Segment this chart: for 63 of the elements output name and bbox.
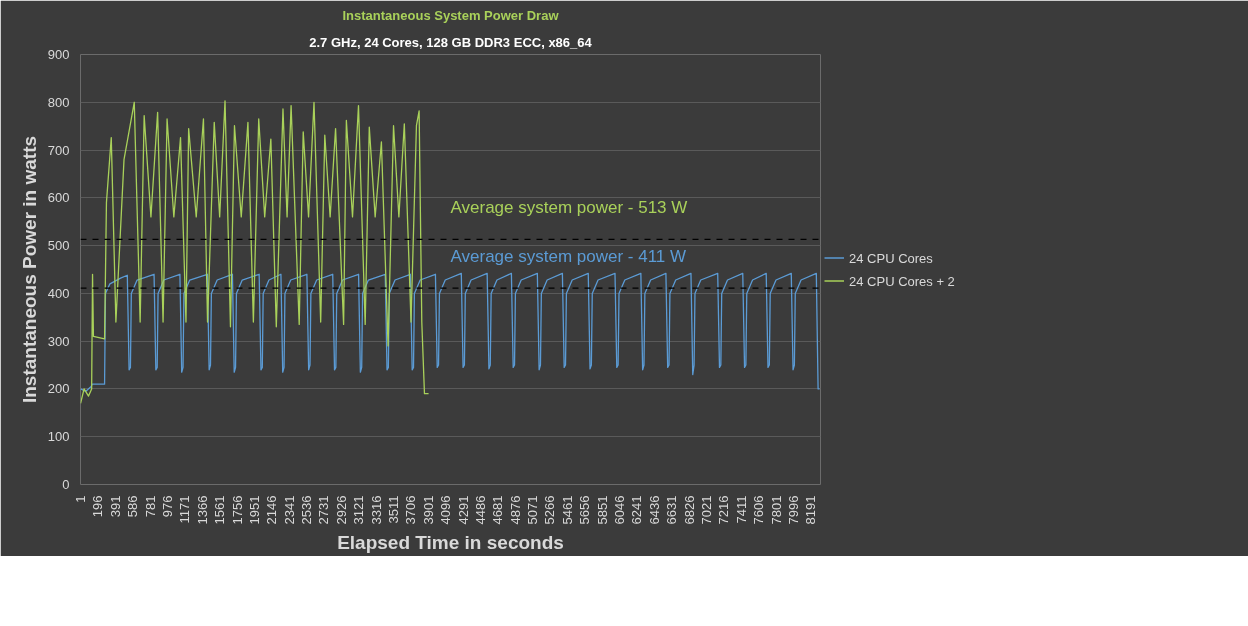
x-tick-label: 3706	[403, 495, 419, 525]
x-tick-label: 976	[160, 495, 176, 518]
x-tick-label: 5266	[542, 495, 558, 525]
y-tick-label: 100	[47, 429, 70, 445]
x-tick-label: 6241	[629, 495, 645, 525]
x-tick-label: 2731	[316, 495, 332, 525]
x-tick-label: 3316	[368, 495, 384, 525]
x-tick-label: 2146	[264, 495, 280, 525]
x-axis-title: Elapsed Time in seconds	[337, 532, 564, 554]
y-tick-label: 500	[47, 238, 70, 254]
x-tick-label: 4681	[490, 495, 506, 525]
ref-line-label: Average system power - 411 W	[450, 247, 687, 267]
x-tick-label: 7411	[733, 495, 749, 524]
x-tick-label: 1951	[246, 495, 262, 525]
line-series	[80, 100, 430, 404]
x-tick-label: 5461	[559, 495, 575, 525]
x-tick-label: 781	[142, 495, 158, 518]
x-tick-label: 1561	[212, 495, 228, 525]
y-tick-label: 200	[47, 381, 70, 397]
x-tick-label: 391	[107, 495, 123, 518]
y-tick-label: 0	[62, 477, 70, 492]
x-tick-label: 1366	[194, 495, 210, 525]
x-tick-label: 5851	[594, 495, 610, 525]
y-tick-label: 400	[47, 285, 70, 301]
x-tick-label: 6826	[681, 495, 697, 525]
y-axis-title: Instantaneous Power in watts	[18, 135, 40, 404]
x-tick-label: 1	[73, 495, 89, 503]
x-tick-label: 6046	[612, 495, 628, 525]
x-tick-label: 4096	[438, 495, 454, 525]
x-tick-label: 4291	[455, 495, 471, 525]
legend-label: 24 CPU Cores + 2	[849, 273, 955, 288]
line-series	[80, 272, 821, 392]
x-tick-label: 586	[125, 495, 141, 518]
x-tick-label: 2536	[299, 495, 315, 525]
y-tick-label: 800	[47, 94, 70, 110]
x-tick-label: 7996	[785, 495, 801, 525]
y-tick-label: 700	[47, 142, 70, 158]
chart-title: Instantaneous System Power Draw	[342, 7, 560, 23]
x-tick-label: 5656	[577, 495, 593, 525]
x-tick-label: 7606	[751, 495, 767, 525]
x-tick-label: 6436	[646, 495, 662, 525]
x-tick-label: 7021	[698, 495, 714, 525]
x-tick-label: 5071	[525, 495, 541, 525]
x-tick-label: 7801	[768, 495, 784, 525]
x-tick-label: 1756	[229, 495, 245, 525]
x-tick-label: 3511	[386, 495, 402, 524]
x-tick-label: 8191	[803, 495, 819, 525]
x-tick-label: 196	[90, 495, 106, 518]
ref-line-label: Average system power - 513 W	[450, 198, 688, 218]
x-tick-label: 7216	[716, 495, 732, 525]
y-tick-label: 300	[47, 333, 70, 349]
chart-subtitle: 2.7 GHz, 24 Cores, 128 GB DDR3 ECC, x86_64	[309, 34, 593, 50]
x-tick-label: 1171	[177, 495, 193, 524]
x-tick-label: 4486	[472, 495, 488, 525]
legend-label: 24 CPU Cores	[849, 250, 933, 265]
x-tick-label: 6631	[664, 495, 680, 525]
y-tick-label: 600	[47, 190, 70, 206]
x-tick-label: 4876	[507, 495, 523, 525]
y-tick-label: 900	[47, 47, 70, 62]
x-tick-label: 3121	[351, 495, 367, 525]
x-tick-label: 2926	[333, 495, 349, 525]
x-tick-label: 3901	[420, 495, 436, 525]
x-tick-label: 2341	[281, 495, 297, 525]
